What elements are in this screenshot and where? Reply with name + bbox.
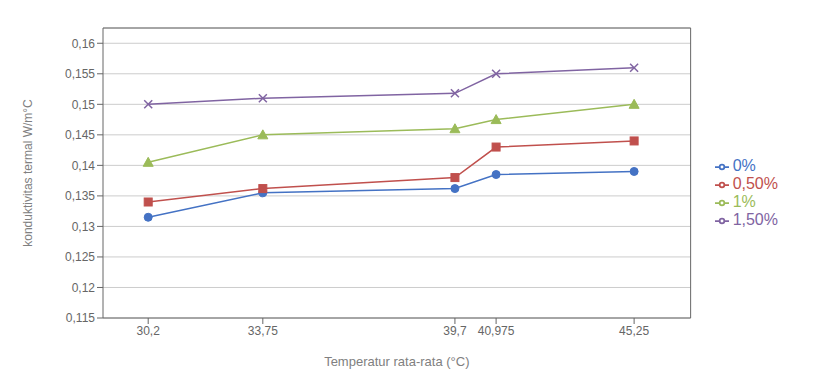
svg-text:0,145: 0,145	[65, 128, 95, 142]
svg-text:40,975: 40,975	[478, 324, 515, 338]
svg-text:0,115: 0,115	[66, 311, 95, 325]
svg-text:0,13: 0,13	[72, 220, 96, 234]
svg-text:konduktivitas termal W/m°C: konduktivitas termal W/m°C	[21, 99, 35, 247]
html-text:0,50%: 0,50%	[732, 175, 778, 192]
svg-text:30,2: 30,2	[137, 324, 161, 338]
svg-text:0,135: 0,135	[65, 189, 95, 203]
svg-text:0,155: 0,155	[65, 67, 95, 81]
svg-text:Temperatur rata-rata (°C): Temperatur rata-rata (°C)	[324, 354, 469, 369]
svg-text:0,16: 0,16	[72, 37, 96, 51]
svg-text:39,7: 39,7	[443, 324, 467, 338]
html-text:1,50%: 1,50%	[732, 211, 778, 228]
svg-text:0,14: 0,14	[72, 159, 96, 173]
html-text:0%: 0%	[732, 157, 756, 174]
svg-text:0,12: 0,12	[72, 281, 96, 295]
svg-text:0,125: 0,125	[65, 250, 95, 264]
svg-text:33,75: 33,75	[248, 324, 278, 338]
svg-text:0,15: 0,15	[72, 98, 96, 112]
html-text:1%: 1%	[732, 193, 756, 210]
svg-text:45,25: 45,25	[619, 324, 649, 338]
